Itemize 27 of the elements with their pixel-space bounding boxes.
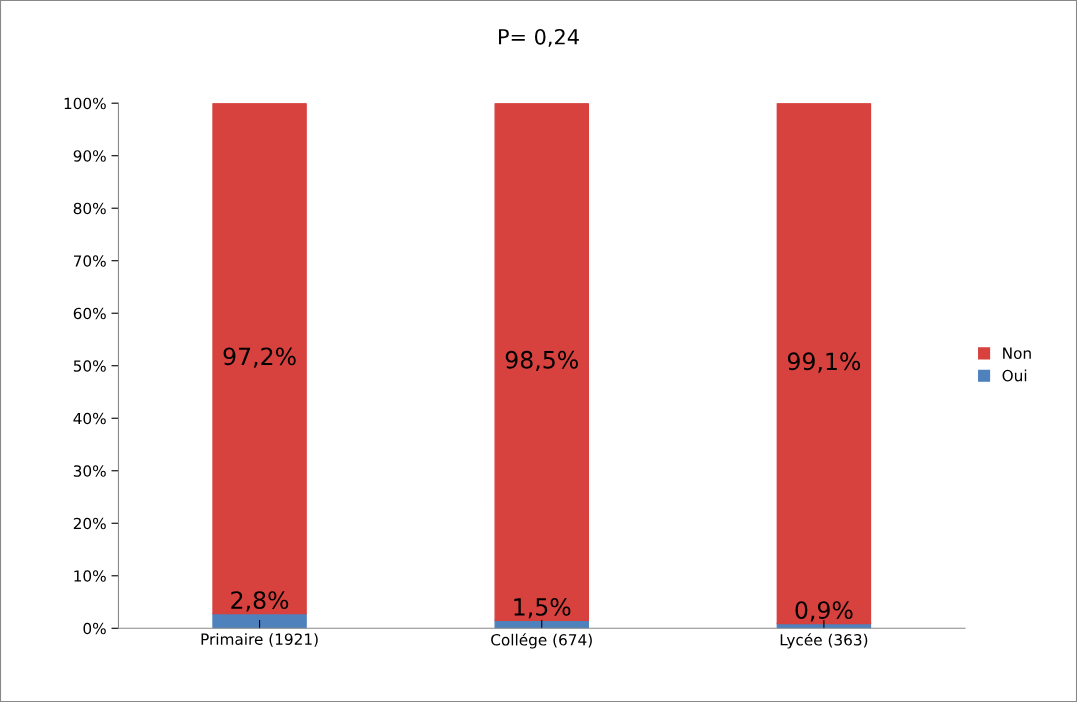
y-tick-label: 20% [73, 517, 106, 530]
y-tick-label: 10% [74, 570, 106, 582]
data-label: 2,8% [231, 591, 289, 612]
bar [212, 103, 307, 615]
chart-title: P= 0,24 [499, 28, 579, 47]
y-tick-label: 100% [64, 97, 106, 110]
x-tick-label: Primaire (1921) [201, 633, 318, 647]
data-label: 1,5% [514, 597, 571, 619]
y-tick-label: 50% [73, 360, 106, 372]
x-tick-label: Collége (674) [491, 633, 592, 649]
y-tick-label: 60% [73, 307, 106, 320]
legend-label: Non [1003, 347, 1031, 359]
y-tick-label: 0% [83, 622, 106, 635]
y-tick-label: 40% [73, 412, 106, 425]
bar [494, 103, 589, 622]
legend-label: Oui [1002, 369, 1027, 382]
bar [212, 612, 307, 629]
bar [776, 103, 872, 625]
data-label: 98,5% [505, 350, 578, 372]
data-label: 0,9% [795, 601, 853, 622]
y-tick-label: 30% [73, 465, 106, 477]
x-tick-label: Lycée (363) [780, 633, 868, 649]
y-tick-label: 80% [73, 202, 106, 215]
data-label: 97,2% [223, 347, 296, 368]
y-tick-label: 90% [73, 150, 106, 162]
y-tick-label: 70% [73, 255, 106, 267]
data-label: 99,1% [787, 352, 861, 373]
